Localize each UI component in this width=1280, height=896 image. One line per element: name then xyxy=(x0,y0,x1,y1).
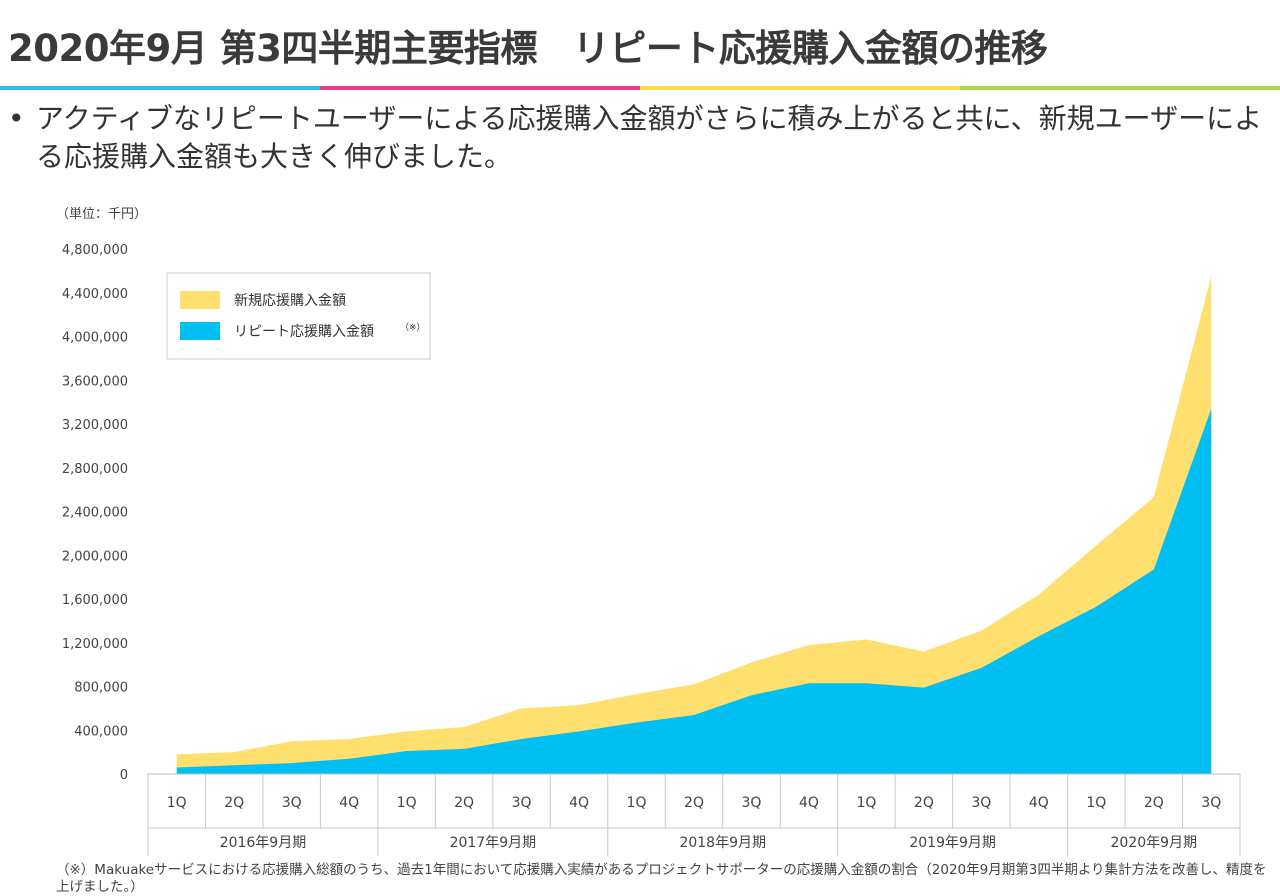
x-tick-label: 2Q xyxy=(454,795,474,811)
x-tick-label: 2Q xyxy=(1144,795,1164,811)
legend-label-repeat: リピート応援購入金額 xyxy=(234,324,374,340)
summary-bullet: • アクティブなリピートユーザーによる応援購入金額がさらに積み上がると共に、新規… xyxy=(8,100,1270,176)
y-tick-label: 4,000,000 xyxy=(62,331,128,346)
y-tick-label: 3,200,000 xyxy=(62,418,128,433)
footnote: （※）Makuakeサービスにおける応援購入総額のうち、過去1年間において応援購… xyxy=(56,862,1267,895)
stripe-segment-4 xyxy=(960,86,1280,90)
y-tick-label: 1,200,000 xyxy=(62,637,128,652)
x-tick-label: 4Q xyxy=(799,795,819,811)
x-tick-label: 4Q xyxy=(1029,795,1049,811)
y-tick-label: 400,000 xyxy=(74,724,128,739)
y-tick-label: 4,800,000 xyxy=(62,243,128,258)
legend-swatch-repeat xyxy=(180,322,220,340)
x-tick-label: 1Q xyxy=(167,795,187,811)
legend-box xyxy=(166,272,431,360)
y-tick-label: 2,400,000 xyxy=(62,506,128,521)
y-tick-label: 2,000,000 xyxy=(62,549,128,564)
bullet-text: アクティブなリピートユーザーによる応援購入金額がさらに積み上がると共に、新規ユー… xyxy=(36,102,1263,173)
x-tick-label: 2Q xyxy=(224,795,244,811)
x-tick-label: 1Q xyxy=(627,795,647,811)
x-group-label: 2019年9月期 xyxy=(909,835,996,851)
x-tick-label: 2Q xyxy=(914,795,934,811)
series-area-repeat xyxy=(176,408,1212,774)
x-tick-label: 4Q xyxy=(569,795,589,811)
y-tick-label: 0 xyxy=(120,768,128,783)
x-tick-label: 3Q xyxy=(1201,795,1221,811)
stripe-segment-1 xyxy=(0,86,320,90)
x-tick-label: 2Q xyxy=(684,795,704,811)
x-tick-label: 3Q xyxy=(512,795,532,811)
bullet-symbol: • xyxy=(8,102,25,135)
series-area-new xyxy=(176,276,1212,774)
y-tick-label: 2,800,000 xyxy=(62,462,128,477)
x-group-label: 2017年9月期 xyxy=(450,835,537,851)
x-group-label: 2016年9月期 xyxy=(220,835,307,851)
x-tick-label: 4Q xyxy=(339,795,359,811)
title-main: 2020年9月 第3四半期主要指標 xyxy=(8,27,537,70)
x-tick-label: 3Q xyxy=(742,795,762,811)
page-title: 2020年9月 第3四半期主要指標 リピート応援購入金額の推移 xyxy=(8,18,1048,72)
x-tick-label: 3Q xyxy=(971,795,991,811)
stripe-segment-3 xyxy=(640,86,960,90)
x-tick-label: 1Q xyxy=(856,795,876,811)
y-tick-label: 800,000 xyxy=(74,681,128,696)
y-tick-label: 1,600,000 xyxy=(62,593,128,608)
header-stripe xyxy=(0,86,1280,90)
stripe-segment-2 xyxy=(320,86,640,90)
x-tick-label: 1Q xyxy=(397,795,417,811)
unit-label: （単位：千円） xyxy=(56,207,148,222)
legend-label-new: 新規応援購入金額 xyxy=(234,293,346,309)
x-tick-label: 3Q xyxy=(282,795,302,811)
x-tick-label: 1Q xyxy=(1086,795,1106,811)
x-group-label: 2020年9月期 xyxy=(1111,835,1198,851)
title-sub: リピート応援購入金額の推移 xyxy=(572,27,1048,70)
legend-swatch-new xyxy=(180,291,220,309)
y-tick-label: 3,600,000 xyxy=(62,374,128,389)
x-group-label: 2018年9月期 xyxy=(679,835,766,851)
y-tick-label: 4,400,000 xyxy=(62,287,128,302)
legend-footnote-mark: （※） xyxy=(400,322,426,333)
